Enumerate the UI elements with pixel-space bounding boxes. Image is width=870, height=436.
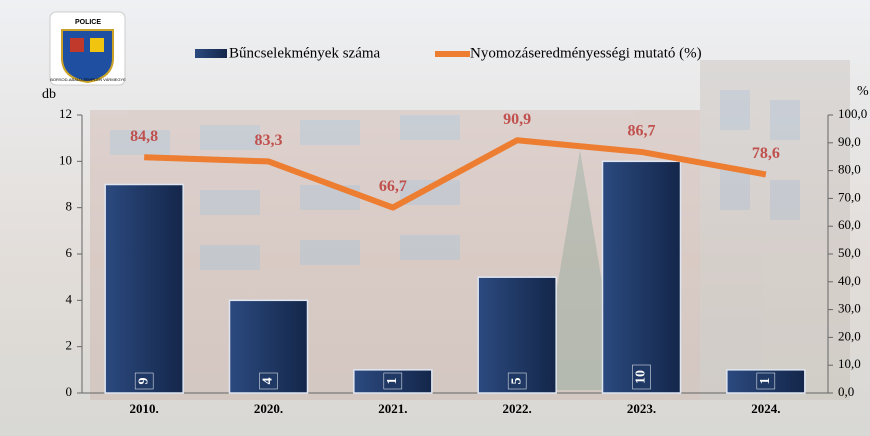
line-value-label: 86,7 xyxy=(628,123,656,140)
y2-tick-label: 40,0 xyxy=(838,273,861,288)
logo: POLICE BORSOD-ABAÚJ-ZEMPLÉN VÁRMEGYE xyxy=(49,11,126,86)
logo-text: POLICE xyxy=(75,19,101,26)
bar xyxy=(104,183,184,394)
y2-tick-label: 20,0 xyxy=(838,328,861,343)
y2-tick-label: 0,0 xyxy=(838,384,854,399)
x-tick-label: 2022. xyxy=(503,401,532,416)
y2-tick-label: 50,0 xyxy=(838,245,861,260)
y2-tick-label: 100,0 xyxy=(838,106,867,121)
y-tick-label: 0 xyxy=(66,384,73,399)
bar xyxy=(601,160,682,394)
y2-tick-label: 90,0 xyxy=(838,134,861,149)
x-tick-label: 2024. xyxy=(751,401,780,416)
bar-label-box xyxy=(507,372,527,390)
logo-ring: BORSOD-ABAÚJ-ZEMPLÉN VÁRMEGYE xyxy=(50,77,126,82)
y2-tick-label: 80,0 xyxy=(838,162,861,177)
x-tick-label: 2010. xyxy=(130,401,159,416)
y-tick-label: 10 xyxy=(59,152,72,167)
line-value-label: 78,6 xyxy=(752,145,780,162)
bar-value-label: 9 xyxy=(136,378,151,385)
x-tick-label: 2020. xyxy=(254,401,283,416)
bar-value-label: 1 xyxy=(758,378,773,385)
bar-label-box xyxy=(632,364,651,390)
y2-axis-title: % xyxy=(857,84,869,99)
legend-swatch xyxy=(195,49,227,58)
y2-tick-label: 10,0 xyxy=(838,356,861,371)
legend-label: Bűncselekmények száma xyxy=(229,45,381,61)
line xyxy=(144,137,767,211)
legend-label: Nyomozáseredményességi mutató (%) xyxy=(470,45,702,61)
line-value-label: 66,7 xyxy=(379,178,407,195)
building xyxy=(90,60,850,400)
y-tick-label: 8 xyxy=(66,199,73,214)
bar-label-box xyxy=(134,372,154,390)
line-value-label: 90,9 xyxy=(503,111,531,128)
x-tick-label: 2023. xyxy=(627,401,656,416)
bar-label-box xyxy=(756,372,776,390)
bar-label-box xyxy=(383,372,403,390)
y-tick-label: 6 xyxy=(66,245,73,260)
bar-label-box xyxy=(259,372,278,390)
bar-value-label: 10 xyxy=(634,370,649,384)
y2-tick-label: 30,0 xyxy=(838,301,861,316)
x-tick-label: 2021. xyxy=(378,401,407,416)
bar-value-label: 4 xyxy=(261,378,276,385)
y-tick-label: 2 xyxy=(66,338,73,353)
bar-value-label: 1 xyxy=(385,378,400,385)
bar-value-label: 5 xyxy=(509,378,524,385)
line-value-label: 83,3 xyxy=(255,132,283,149)
line-value-label: 84,8 xyxy=(130,128,158,145)
y2-tick-label: 60,0 xyxy=(838,217,861,232)
y-axis-title: db xyxy=(42,87,56,102)
y-tick-label: 4 xyxy=(66,291,73,306)
y-tick-label: 12 xyxy=(59,106,72,121)
y2-tick-label: 70,0 xyxy=(838,189,861,204)
